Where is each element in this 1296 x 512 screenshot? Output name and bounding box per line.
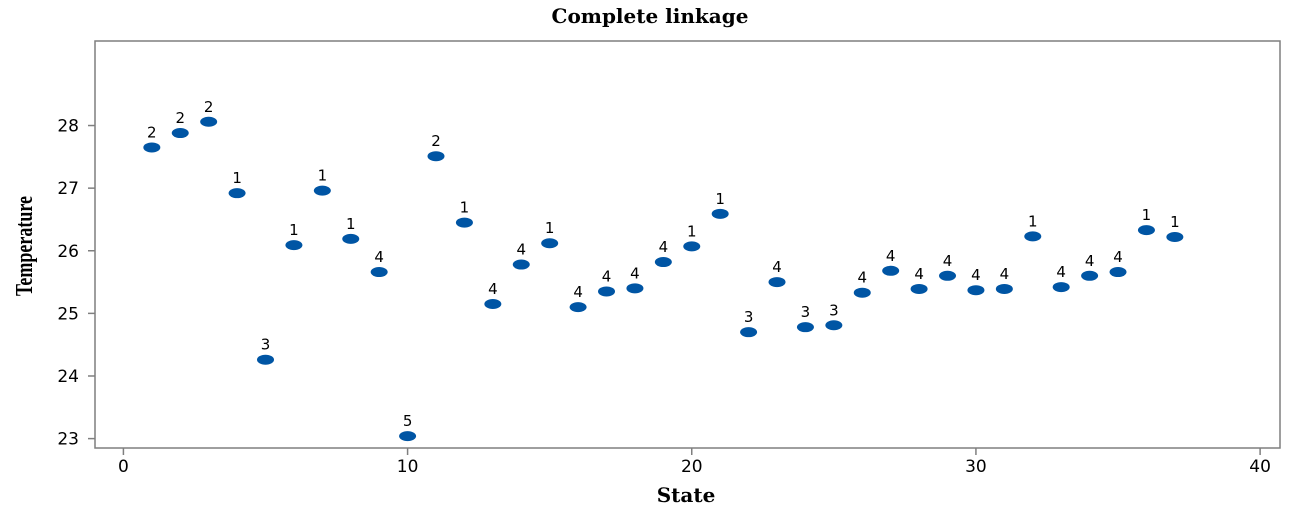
cluster-label: 2 (175, 109, 185, 127)
x-tick-label: 0 (118, 457, 129, 477)
cluster-label: 4 (971, 266, 981, 284)
data-point (654, 257, 672, 268)
data-point (825, 320, 843, 331)
x-axis: 0 10 20 30 40 (118, 448, 1271, 477)
x-tick-label: 10 (397, 457, 419, 477)
cluster-label: 2 (431, 132, 441, 150)
cluster-label: 3 (261, 336, 271, 354)
cluster-label: 4 (1085, 252, 1095, 270)
data-point (796, 322, 814, 333)
data-point (711, 208, 729, 219)
data-points (143, 116, 1184, 442)
cluster-label: 1 (346, 215, 356, 233)
x-tick-label: 40 (1249, 457, 1271, 477)
data-point (285, 240, 303, 251)
cluster-label: 2 (147, 123, 157, 141)
data-point (484, 298, 502, 309)
data-point (1137, 225, 1155, 236)
x-tick-label: 30 (965, 457, 987, 477)
cluster-label: 1 (232, 169, 242, 187)
y-tick-label: 25 (57, 304, 79, 324)
x-axis-label: State (657, 483, 716, 507)
data-point (171, 128, 189, 139)
data-point (342, 233, 360, 244)
cluster-label: 4 (573, 283, 583, 301)
plot-frame (94, 40, 1281, 449)
data-point (569, 302, 587, 313)
cluster-label: 1 (289, 221, 299, 239)
cluster-label: 4 (857, 269, 867, 287)
cluster-label: 4 (1000, 265, 1010, 283)
y-tick-label: 28 (57, 117, 79, 137)
data-point (683, 241, 701, 252)
data-point (768, 277, 786, 288)
cluster-label: 2 (204, 98, 214, 116)
cluster-label: 4 (1056, 263, 1066, 281)
y-tick-label: 27 (57, 179, 79, 199)
cluster-label: 4 (602, 267, 612, 285)
data-point (995, 283, 1013, 294)
cluster-label: 5 (403, 412, 413, 430)
cluster-label: 3 (829, 301, 839, 319)
data-point (1024, 231, 1042, 242)
cluster-label: 1 (1170, 213, 1180, 231)
data-point (455, 217, 473, 228)
cluster-label: 1 (318, 167, 328, 185)
data-point (257, 354, 275, 365)
cluster-label: 4 (630, 264, 640, 282)
cluster-label: 4 (1113, 248, 1123, 266)
data-point (399, 431, 417, 442)
cluster-label: 4 (374, 248, 384, 266)
cluster-label: 1 (545, 219, 555, 237)
cluster-label: 1 (715, 190, 725, 208)
cluster-label: 4 (488, 280, 498, 298)
cluster-label: 4 (886, 247, 896, 265)
y-axis: 23 24 25 26 27 28 (57, 117, 95, 450)
data-point (1052, 282, 1070, 293)
data-point (313, 185, 331, 196)
data-point (598, 286, 616, 297)
data-point (910, 283, 928, 294)
data-point (626, 283, 644, 294)
data-point (228, 188, 246, 199)
data-point (541, 238, 559, 249)
cluster-label: 4 (943, 252, 953, 270)
cluster-label: 1 (460, 199, 470, 217)
cluster-label: 1 (1028, 212, 1038, 230)
chart-title: Complete linkage (552, 4, 749, 28)
cluster-label: 3 (801, 303, 811, 321)
cluster-label: 1 (687, 222, 697, 240)
data-point (740, 327, 758, 338)
cluster-label: 4 (772, 258, 782, 276)
data-point (512, 259, 530, 270)
cluster-label: 4 (516, 241, 526, 259)
y-tick-label: 23 (57, 430, 79, 450)
data-point (967, 285, 985, 296)
data-point (939, 270, 957, 281)
data-point (370, 267, 388, 278)
data-point (200, 116, 218, 127)
y-tick-label: 26 (57, 242, 79, 262)
cluster-label: 1 (1142, 206, 1152, 224)
data-point (853, 287, 871, 298)
data-point (143, 142, 161, 153)
cluster-label: 4 (914, 265, 924, 283)
cluster-label: 3 (744, 308, 754, 326)
y-axis-label: Temperature (11, 196, 38, 296)
data-point (882, 265, 900, 276)
cluster-label: 4 (659, 238, 669, 256)
x-tick-label: 20 (681, 457, 703, 477)
data-point (427, 151, 445, 162)
data-point (1109, 267, 1127, 278)
data-point (1081, 270, 1099, 281)
data-point (1166, 231, 1184, 242)
y-tick-label: 24 (57, 367, 79, 387)
